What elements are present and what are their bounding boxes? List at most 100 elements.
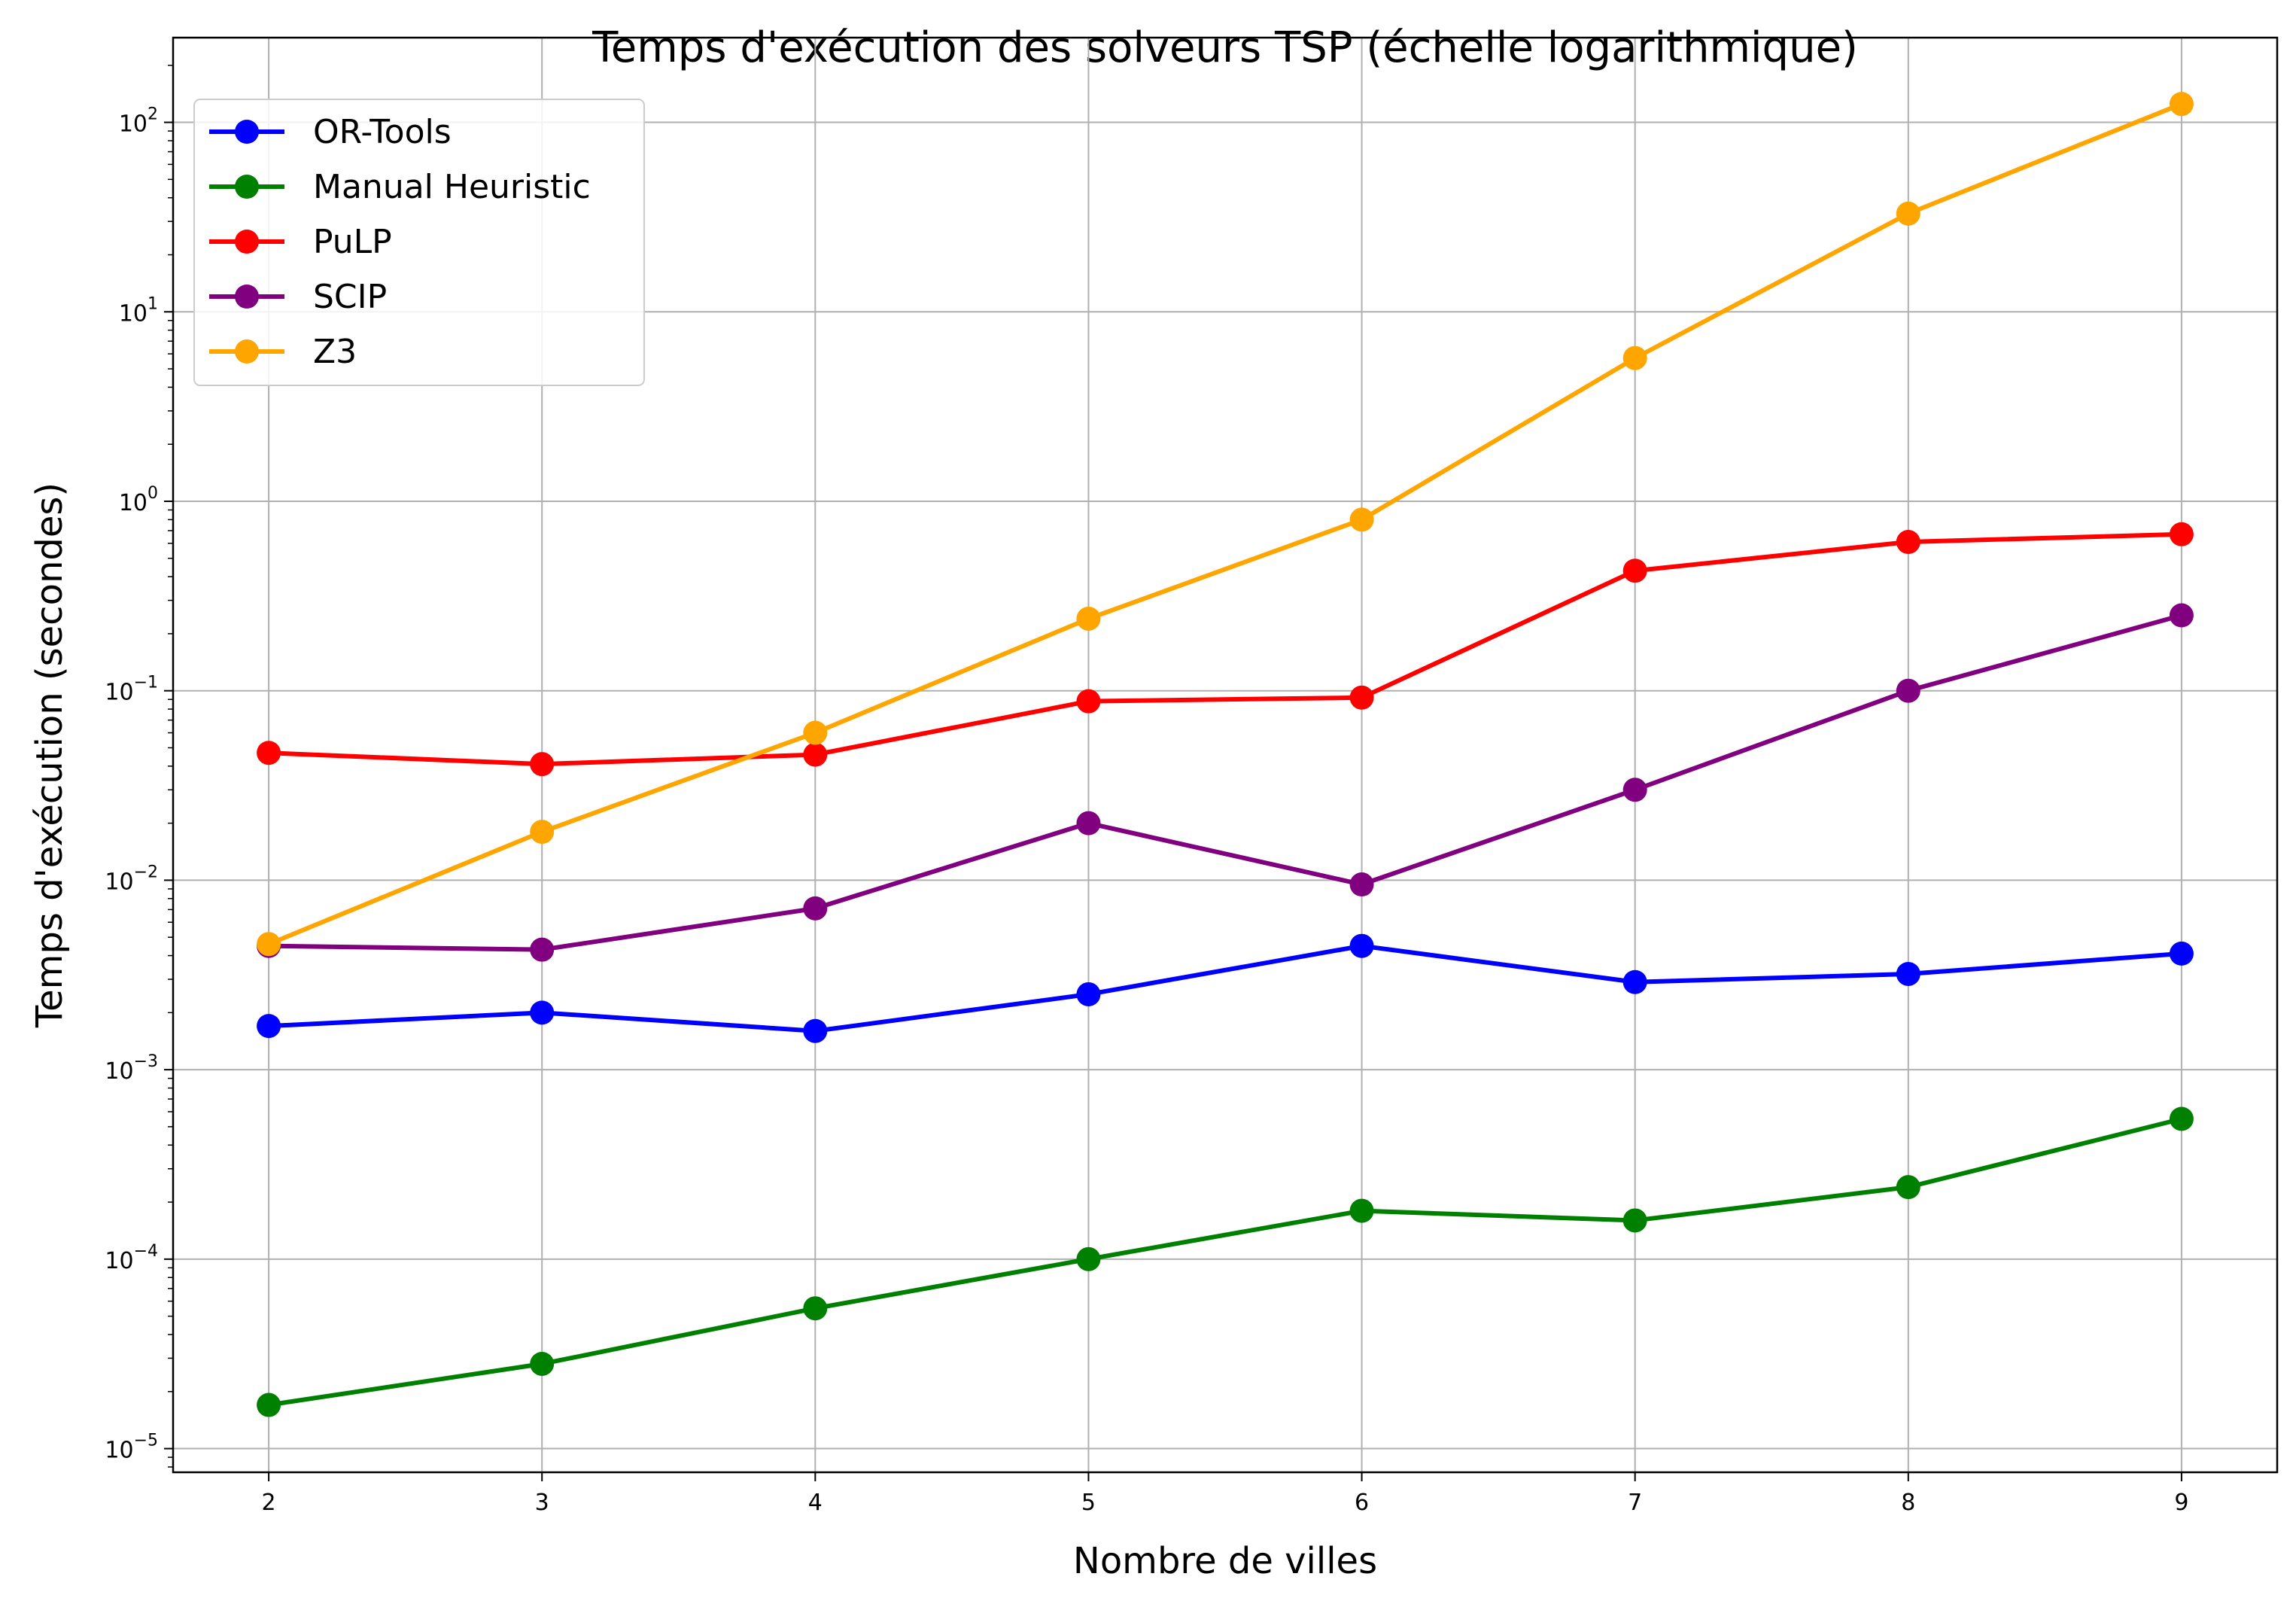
y-tick-base: 10 xyxy=(119,300,147,327)
data-point xyxy=(1349,872,1374,897)
legend-item: OR-Tools xyxy=(209,113,452,151)
legend-swatch-marker xyxy=(235,285,259,309)
data-point xyxy=(1896,678,1920,703)
series-line xyxy=(269,613,2182,952)
y-tick-exponent: −1 xyxy=(134,674,158,692)
legend-swatch-marker xyxy=(235,339,259,364)
data-point xyxy=(1622,778,1647,802)
data-point xyxy=(2169,941,2194,966)
series-pulp xyxy=(257,522,2194,777)
y-tick-label: 102 xyxy=(119,105,158,138)
y-tick-exponent: −4 xyxy=(134,1242,158,1261)
y-tick-base: 10 xyxy=(105,1248,133,1274)
y-tick-base: 10 xyxy=(105,869,133,895)
data-point xyxy=(2169,522,2194,546)
x-axis-label: Nombre de villes xyxy=(1073,1540,1377,1582)
data-point xyxy=(530,937,555,962)
grid xyxy=(173,38,2277,1472)
series-scip xyxy=(257,603,2194,962)
data-point xyxy=(803,896,828,921)
legend-label: OR-Tools xyxy=(313,113,452,151)
data-point xyxy=(1622,559,1647,583)
y-tick-exponent: 2 xyxy=(147,105,158,124)
y-tick-exponent: 1 xyxy=(147,294,158,313)
legend-label: Manual Heuristic xyxy=(313,168,591,206)
data-point xyxy=(530,752,555,777)
data-point xyxy=(257,1392,281,1417)
data-point xyxy=(1076,982,1101,1006)
legend-label: Z3 xyxy=(313,333,357,371)
data-point xyxy=(1349,933,1374,958)
data-point xyxy=(803,742,828,767)
y-tick-exponent: −2 xyxy=(134,863,158,881)
data-point xyxy=(1076,689,1101,714)
data-point xyxy=(1349,685,1374,710)
y-tick-base: 10 xyxy=(119,490,147,516)
data-point xyxy=(1076,1246,1101,1271)
data-point xyxy=(1076,811,1101,835)
y-tick-label: 101 xyxy=(119,294,158,327)
y-tick-base: 10 xyxy=(105,680,133,706)
legend-swatch-marker xyxy=(235,120,259,144)
data-point xyxy=(1622,1208,1647,1233)
series-z3 xyxy=(257,92,2194,957)
y-tick-exponent: −3 xyxy=(134,1052,158,1071)
y-tick-label: 10−4 xyxy=(105,1242,158,1274)
x-tick-label: 8 xyxy=(1901,1490,1915,1516)
legend-swatch-marker xyxy=(235,175,259,199)
legend-swatch-marker xyxy=(235,230,259,254)
y-tick-base: 10 xyxy=(105,1058,133,1085)
y-tick-label: 10−2 xyxy=(105,863,158,895)
legend-item: Z3 xyxy=(209,333,357,371)
x-tick-label: 9 xyxy=(2174,1490,2188,1516)
data-point xyxy=(2169,1106,2194,1131)
data-point xyxy=(1896,961,1920,986)
y-tick-exponent: 0 xyxy=(147,484,158,503)
data-point xyxy=(530,1351,555,1376)
x-tick-label: 3 xyxy=(535,1490,549,1516)
series-or-tools xyxy=(257,933,2194,1043)
series-line xyxy=(268,943,2182,1033)
x-tick-label: 4 xyxy=(808,1490,823,1516)
x-tick-label: 2 xyxy=(262,1490,276,1516)
data-point xyxy=(803,1018,828,1043)
x-tick-label: 5 xyxy=(1081,1490,1096,1516)
data-point xyxy=(1896,1175,1920,1200)
legend-item: SCIP xyxy=(209,278,387,316)
data-point xyxy=(1896,201,1920,226)
data-point xyxy=(257,1014,281,1039)
data-point xyxy=(2169,92,2194,117)
series-line xyxy=(268,1116,2182,1408)
y-tick-base: 10 xyxy=(119,111,147,138)
data-point xyxy=(2169,603,2194,628)
data-point xyxy=(803,720,828,745)
plot-frame xyxy=(172,36,2279,1474)
y-tick-label: 10−5 xyxy=(105,1432,158,1464)
x-tick-label: 6 xyxy=(1355,1490,1369,1516)
legend-item: Manual Heuristic xyxy=(209,168,591,206)
y-tick-base: 10 xyxy=(105,1438,133,1464)
data-point xyxy=(803,1296,828,1321)
y-tick-label: 10−3 xyxy=(105,1052,158,1085)
x-tick-label: 7 xyxy=(1628,1490,1642,1516)
series-manual-heuristic xyxy=(257,1106,2194,1417)
data-point xyxy=(1622,969,1647,994)
y-tick-label: 10−1 xyxy=(105,674,158,706)
series-line xyxy=(268,531,2182,767)
y-tick-label: 100 xyxy=(119,484,158,516)
y-axis-label: Temps d'exécution (secondes) xyxy=(29,482,71,1028)
legend-label: SCIP xyxy=(313,278,387,316)
data-point xyxy=(530,1000,555,1025)
legend-box xyxy=(193,99,645,386)
data-point xyxy=(1349,507,1374,532)
data-point xyxy=(1622,345,1647,370)
legend-item: PuLP xyxy=(209,223,392,261)
series-line xyxy=(267,102,2183,947)
legend-label: PuLP xyxy=(313,223,392,261)
data-point xyxy=(1349,1198,1374,1223)
series-layer xyxy=(257,92,2194,1417)
data-point xyxy=(1076,606,1101,631)
legend: OR-Tools Manual Heuristic PuLP SCIP Z3 xyxy=(193,99,645,386)
